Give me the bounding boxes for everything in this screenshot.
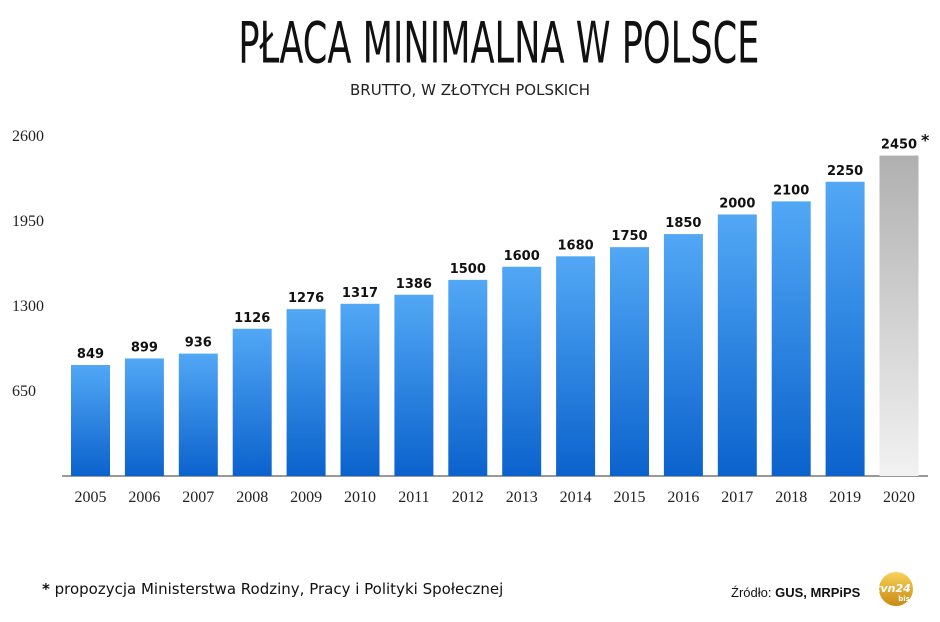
data-label-2006: 899 xyxy=(131,340,158,355)
y-tick-label: 1950 xyxy=(12,213,44,230)
svg-text:tvn24: tvn24 xyxy=(875,582,911,595)
data-label-2015: 1750 xyxy=(611,229,647,244)
x-tick-label-2019: 2019 xyxy=(829,489,861,506)
chart-title: PŁACA MINIMALNA W POLSCE xyxy=(238,11,759,77)
bar-2010 xyxy=(340,303,380,476)
bar-2018 xyxy=(771,201,811,476)
source-label: Źródło: xyxy=(731,585,771,600)
bar-2016 xyxy=(663,234,703,476)
data-label-2018: 2100 xyxy=(773,183,809,198)
data-label-2016: 1850 xyxy=(665,216,701,231)
tvn24-bis-logo: tvn24 bis xyxy=(875,572,913,606)
x-tick-label-2018: 2018 xyxy=(775,489,807,506)
x-tick-label-2015: 2015 xyxy=(614,489,646,506)
x-tick-label-2014: 2014 xyxy=(560,489,592,506)
x-tick-label-2017: 2017 xyxy=(721,489,753,506)
x-tick-label-2012: 2012 xyxy=(452,489,484,506)
data-label-2008: 1126 xyxy=(234,311,270,326)
data-label-2011: 1386 xyxy=(396,277,432,292)
data-label-2013: 1600 xyxy=(504,249,540,264)
x-tick-label-2011: 2011 xyxy=(398,489,429,506)
data-label-2010: 1317 xyxy=(342,286,378,301)
footnote-marker: * xyxy=(42,580,50,598)
data-label-2019: 2250 xyxy=(827,164,863,179)
x-tick-label-2013: 2013 xyxy=(506,489,538,506)
x-tick-label-2016: 2016 xyxy=(667,489,699,506)
data-label-2020: 2450 xyxy=(881,138,917,153)
bar-2019 xyxy=(825,181,865,476)
highlight-marker: * xyxy=(921,131,930,150)
x-tick-label-2020: 2020 xyxy=(883,489,915,506)
bar-2006 xyxy=(124,358,164,476)
bar-2017 xyxy=(717,214,757,476)
footnote-text: propozycja Ministerstwa Rodziny, Pracy i… xyxy=(50,580,503,598)
data-label-2009: 1276 xyxy=(288,291,324,306)
y-tick-label: 1300 xyxy=(12,298,44,315)
bar-2013 xyxy=(502,266,542,476)
data-label-2007: 936 xyxy=(185,336,212,351)
bar-2014 xyxy=(556,256,596,476)
footnote: * propozycja Ministerstwa Rodziny, Pracy… xyxy=(42,580,503,598)
y-tick-label: 650 xyxy=(12,383,36,400)
x-tick-label-2006: 2006 xyxy=(128,489,160,506)
data-label-2005: 849 xyxy=(77,347,104,362)
x-tick-label-2009: 2009 xyxy=(290,489,322,506)
bar-2020 xyxy=(879,155,919,476)
x-tick-label-2008: 2008 xyxy=(236,489,268,506)
y-tick-label: 2600 xyxy=(12,128,44,145)
data-label-2014: 1680 xyxy=(558,238,594,253)
x-tick-label-2010: 2010 xyxy=(344,489,376,506)
bar-2015 xyxy=(610,247,649,476)
data-label-2017: 2000 xyxy=(719,196,755,211)
bar-2007 xyxy=(178,353,218,476)
x-tick-label-2007: 2007 xyxy=(182,489,214,506)
bar-2009 xyxy=(286,309,326,476)
chart-subtitle: BRUTTO, W ZŁOTYCH POLSKICH xyxy=(350,81,590,99)
source-note: Źródło: GUS, MRPiPS xyxy=(731,585,861,600)
bar-2005 xyxy=(71,364,110,476)
source-value: GUS, MRPiPS xyxy=(775,585,861,600)
bar-2011 xyxy=(394,294,434,476)
bar-2012 xyxy=(448,279,488,476)
data-label-2012: 1500 xyxy=(450,262,486,277)
x-tick-label-2005: 2005 xyxy=(75,489,107,506)
svg-text:bis: bis xyxy=(898,595,910,603)
bar-2008 xyxy=(232,328,272,476)
